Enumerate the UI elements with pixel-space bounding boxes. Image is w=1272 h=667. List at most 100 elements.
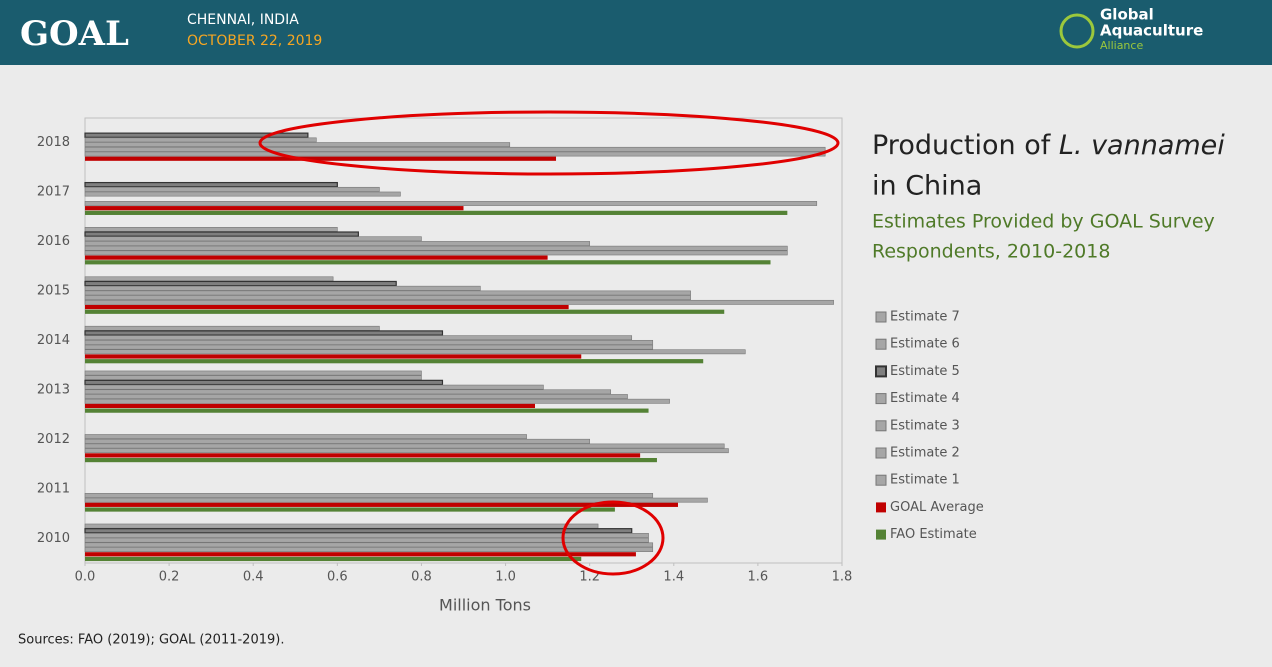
legend-label: Estimate 2	[890, 446, 960, 461]
location: CHENNAI, INDIA	[187, 12, 299, 28]
legend-swatch	[875, 420, 887, 432]
bar	[84, 236, 422, 242]
x-tick-label: 0.4	[243, 570, 264, 585]
title-part: Production of	[872, 130, 1052, 161]
bar	[84, 191, 401, 197]
legend-swatch	[875, 338, 887, 350]
bar	[85, 552, 636, 557]
x-tick-label: 1.0	[495, 570, 516, 585]
legend-label: Estimate 6	[890, 337, 960, 352]
x-axis-label: Million Tons	[439, 596, 531, 615]
bar	[85, 359, 704, 364]
bar	[85, 457, 657, 463]
bar	[84, 285, 481, 291]
legend-label: Estimate 5	[890, 364, 960, 379]
bar	[84, 448, 729, 454]
bar	[84, 137, 317, 143]
bar	[84, 389, 611, 395]
y-tick-label: 2010	[37, 531, 70, 546]
bar	[84, 434, 527, 439]
bar	[84, 146, 826, 152]
chart-subtitle: Estimates Provided by GOAL Survey	[872, 211, 1215, 233]
bar	[84, 142, 511, 148]
bar	[84, 227, 338, 232]
bar	[84, 295, 691, 301]
org-name: Aquaculture	[1100, 22, 1203, 40]
y-tick-label: 2013	[37, 382, 70, 397]
bar	[84, 523, 599, 529]
bar	[85, 408, 649, 413]
bar	[85, 206, 464, 211]
chart-subtitle: Respondents, 2010-2018	[872, 241, 1110, 263]
logo: GOAL	[20, 14, 129, 54]
y-tick-label: 2012	[37, 432, 70, 447]
title-part: L. vannamei	[1059, 130, 1225, 161]
legend-label: Estimate 7	[890, 310, 960, 325]
legend-swatch	[876, 529, 886, 540]
x-tick-label: 1.4	[663, 570, 684, 585]
y-tick-label: 2018	[37, 135, 70, 150]
x-tick-label: 0.0	[75, 570, 96, 585]
y-tick-label: 2016	[37, 234, 70, 249]
date: OCTOBER 22, 2019	[187, 33, 322, 49]
legend-swatch	[875, 393, 887, 405]
bar	[85, 453, 641, 458]
y-tick-label: 2015	[37, 284, 70, 299]
bar	[84, 276, 334, 282]
bar	[84, 375, 422, 381]
bar	[84, 299, 834, 305]
bar	[85, 309, 725, 314]
legend-label: Estimate 4	[890, 391, 960, 406]
bar	[84, 335, 633, 341]
source: Sources: FAO (2019); GOAL (2011-2019).	[18, 633, 284, 648]
legend-swatch	[875, 311, 887, 323]
bar	[84, 398, 670, 404]
bar	[84, 547, 654, 552]
bar	[84, 370, 422, 376]
x-tick-label: 0.2	[159, 570, 180, 585]
chart-title: in China	[872, 171, 982, 202]
bar	[84, 325, 380, 331]
bar	[85, 354, 582, 359]
bar	[85, 502, 678, 507]
bar	[84, 151, 826, 157]
y-tick-label: 2017	[37, 185, 70, 200]
bar	[85, 304, 569, 310]
org-name: Alliance	[1100, 39, 1143, 52]
legend-label: GOAL Average	[890, 500, 984, 515]
legend-label: FAO Estimate	[890, 527, 977, 542]
bar	[84, 443, 725, 449]
bar	[84, 245, 788, 251]
x-tick-label: 1.2	[579, 570, 600, 585]
highlight-ellipse	[561, 500, 665, 576]
legend-swatch	[876, 502, 886, 513]
bar	[84, 537, 649, 543]
x-tick-label: 0.8	[411, 570, 432, 585]
y-tick-label: 2011	[37, 481, 70, 496]
bar	[84, 132, 309, 138]
bar	[84, 349, 746, 355]
bar	[84, 250, 788, 256]
bar	[84, 384, 544, 390]
bar	[84, 379, 444, 386]
bar	[85, 556, 582, 562]
bar	[84, 533, 649, 538]
x-tick-label: 1.8	[832, 570, 853, 585]
bar	[85, 255, 548, 260]
chart-title: Production of L. vannamei	[872, 130, 1225, 161]
bar	[84, 528, 633, 534]
bar	[85, 403, 535, 409]
bar	[84, 344, 654, 350]
bar	[85, 210, 788, 215]
chart-marks: 0.0 0.2 0.4 0.6 0.8 1.0 1.2 1.4 1.6 1.8 2018 2017 20…	[37, 132, 984, 585]
legend-swatch	[875, 365, 887, 378]
bar	[84, 542, 654, 548]
bar	[84, 181, 338, 188]
bar	[84, 330, 444, 336]
y-tick-label: 2014	[37, 333, 70, 348]
org-name: Global	[1100, 6, 1154, 24]
bar	[84, 201, 818, 206]
bar	[84, 339, 654, 345]
bar	[85, 507, 615, 512]
